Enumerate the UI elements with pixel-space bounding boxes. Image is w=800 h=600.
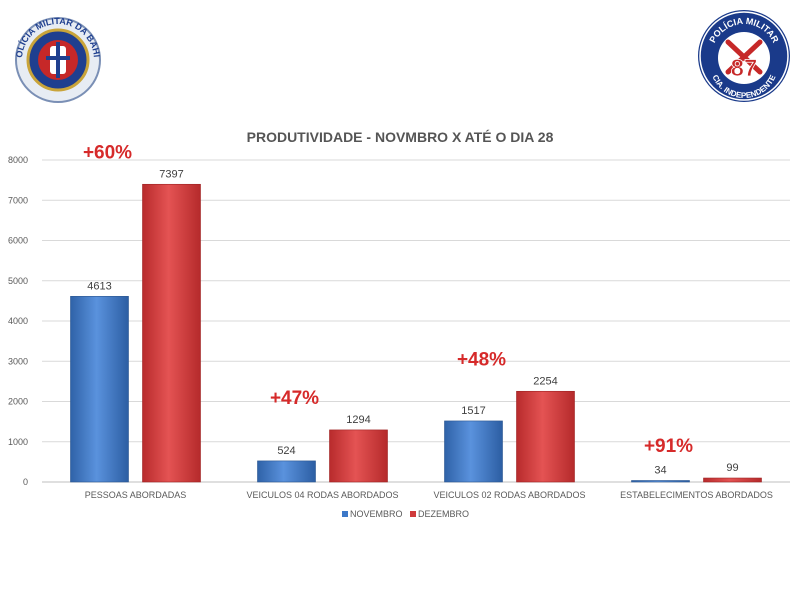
data-label: 524 (277, 445, 295, 457)
category-label: VEICULOS 02 RODAS ABORDADOS (433, 490, 585, 500)
bar-novembro (631, 480, 690, 483)
y-tick-label: 2000 (8, 397, 28, 407)
y-tick-label: 7000 (8, 195, 28, 205)
y-tick-label: 0 (23, 477, 28, 487)
percent-annotation: +47% (270, 388, 319, 409)
data-label: 1517 (461, 405, 485, 417)
legend-swatch (342, 511, 348, 517)
data-label: 99 (726, 462, 738, 474)
bar-novembro (444, 420, 503, 483)
data-label: 4613 (87, 280, 111, 292)
legend-label: DEZEMBRO (418, 509, 469, 519)
87-cia-logo: POLÍCIA MILITAR 87 CIA. INDEPENDENTE (698, 10, 790, 102)
bar-dezembro (142, 183, 201, 483)
category-label: PESSOAS ABORDADAS (85, 490, 187, 500)
category-label: VEICULOS 04 RODAS ABORDADOS (246, 490, 398, 500)
pm-bahia-logo: POLÍCIA MILITAR DA BAHIA (6, 8, 102, 103)
percent-annotation: +91% (644, 436, 693, 457)
bar-dezembro (516, 390, 575, 483)
data-label: 1294 (346, 414, 370, 426)
percent-annotation: +48% (457, 349, 506, 370)
y-tick-label: 1000 (8, 437, 28, 447)
bar-dezembro (703, 477, 762, 483)
y-tick-label: 5000 (8, 276, 28, 286)
bar-novembro (70, 296, 129, 483)
y-tick-label: 8000 (8, 155, 28, 165)
legend-label: NOVEMBRO (350, 509, 403, 519)
y-tick-label: 3000 (8, 356, 28, 366)
logo-right-number: 87 (731, 55, 758, 82)
data-label: 7397 (159, 168, 183, 180)
y-tick-label: 4000 (8, 316, 28, 326)
y-tick-label: 6000 (8, 236, 28, 246)
data-label: 34 (654, 465, 666, 477)
legend-swatch (410, 511, 416, 517)
data-label: 2254 (533, 375, 557, 387)
category-label: ESTABELECIMENTOS ABORDADOS (620, 490, 773, 500)
bar-novembro (257, 460, 316, 483)
chart-title: PRODUTIVIDADE - NOVMBRO X ATÉ O DIA 28 (247, 129, 554, 145)
percent-annotation: +60% (83, 142, 132, 163)
bar-dezembro (329, 429, 388, 483)
